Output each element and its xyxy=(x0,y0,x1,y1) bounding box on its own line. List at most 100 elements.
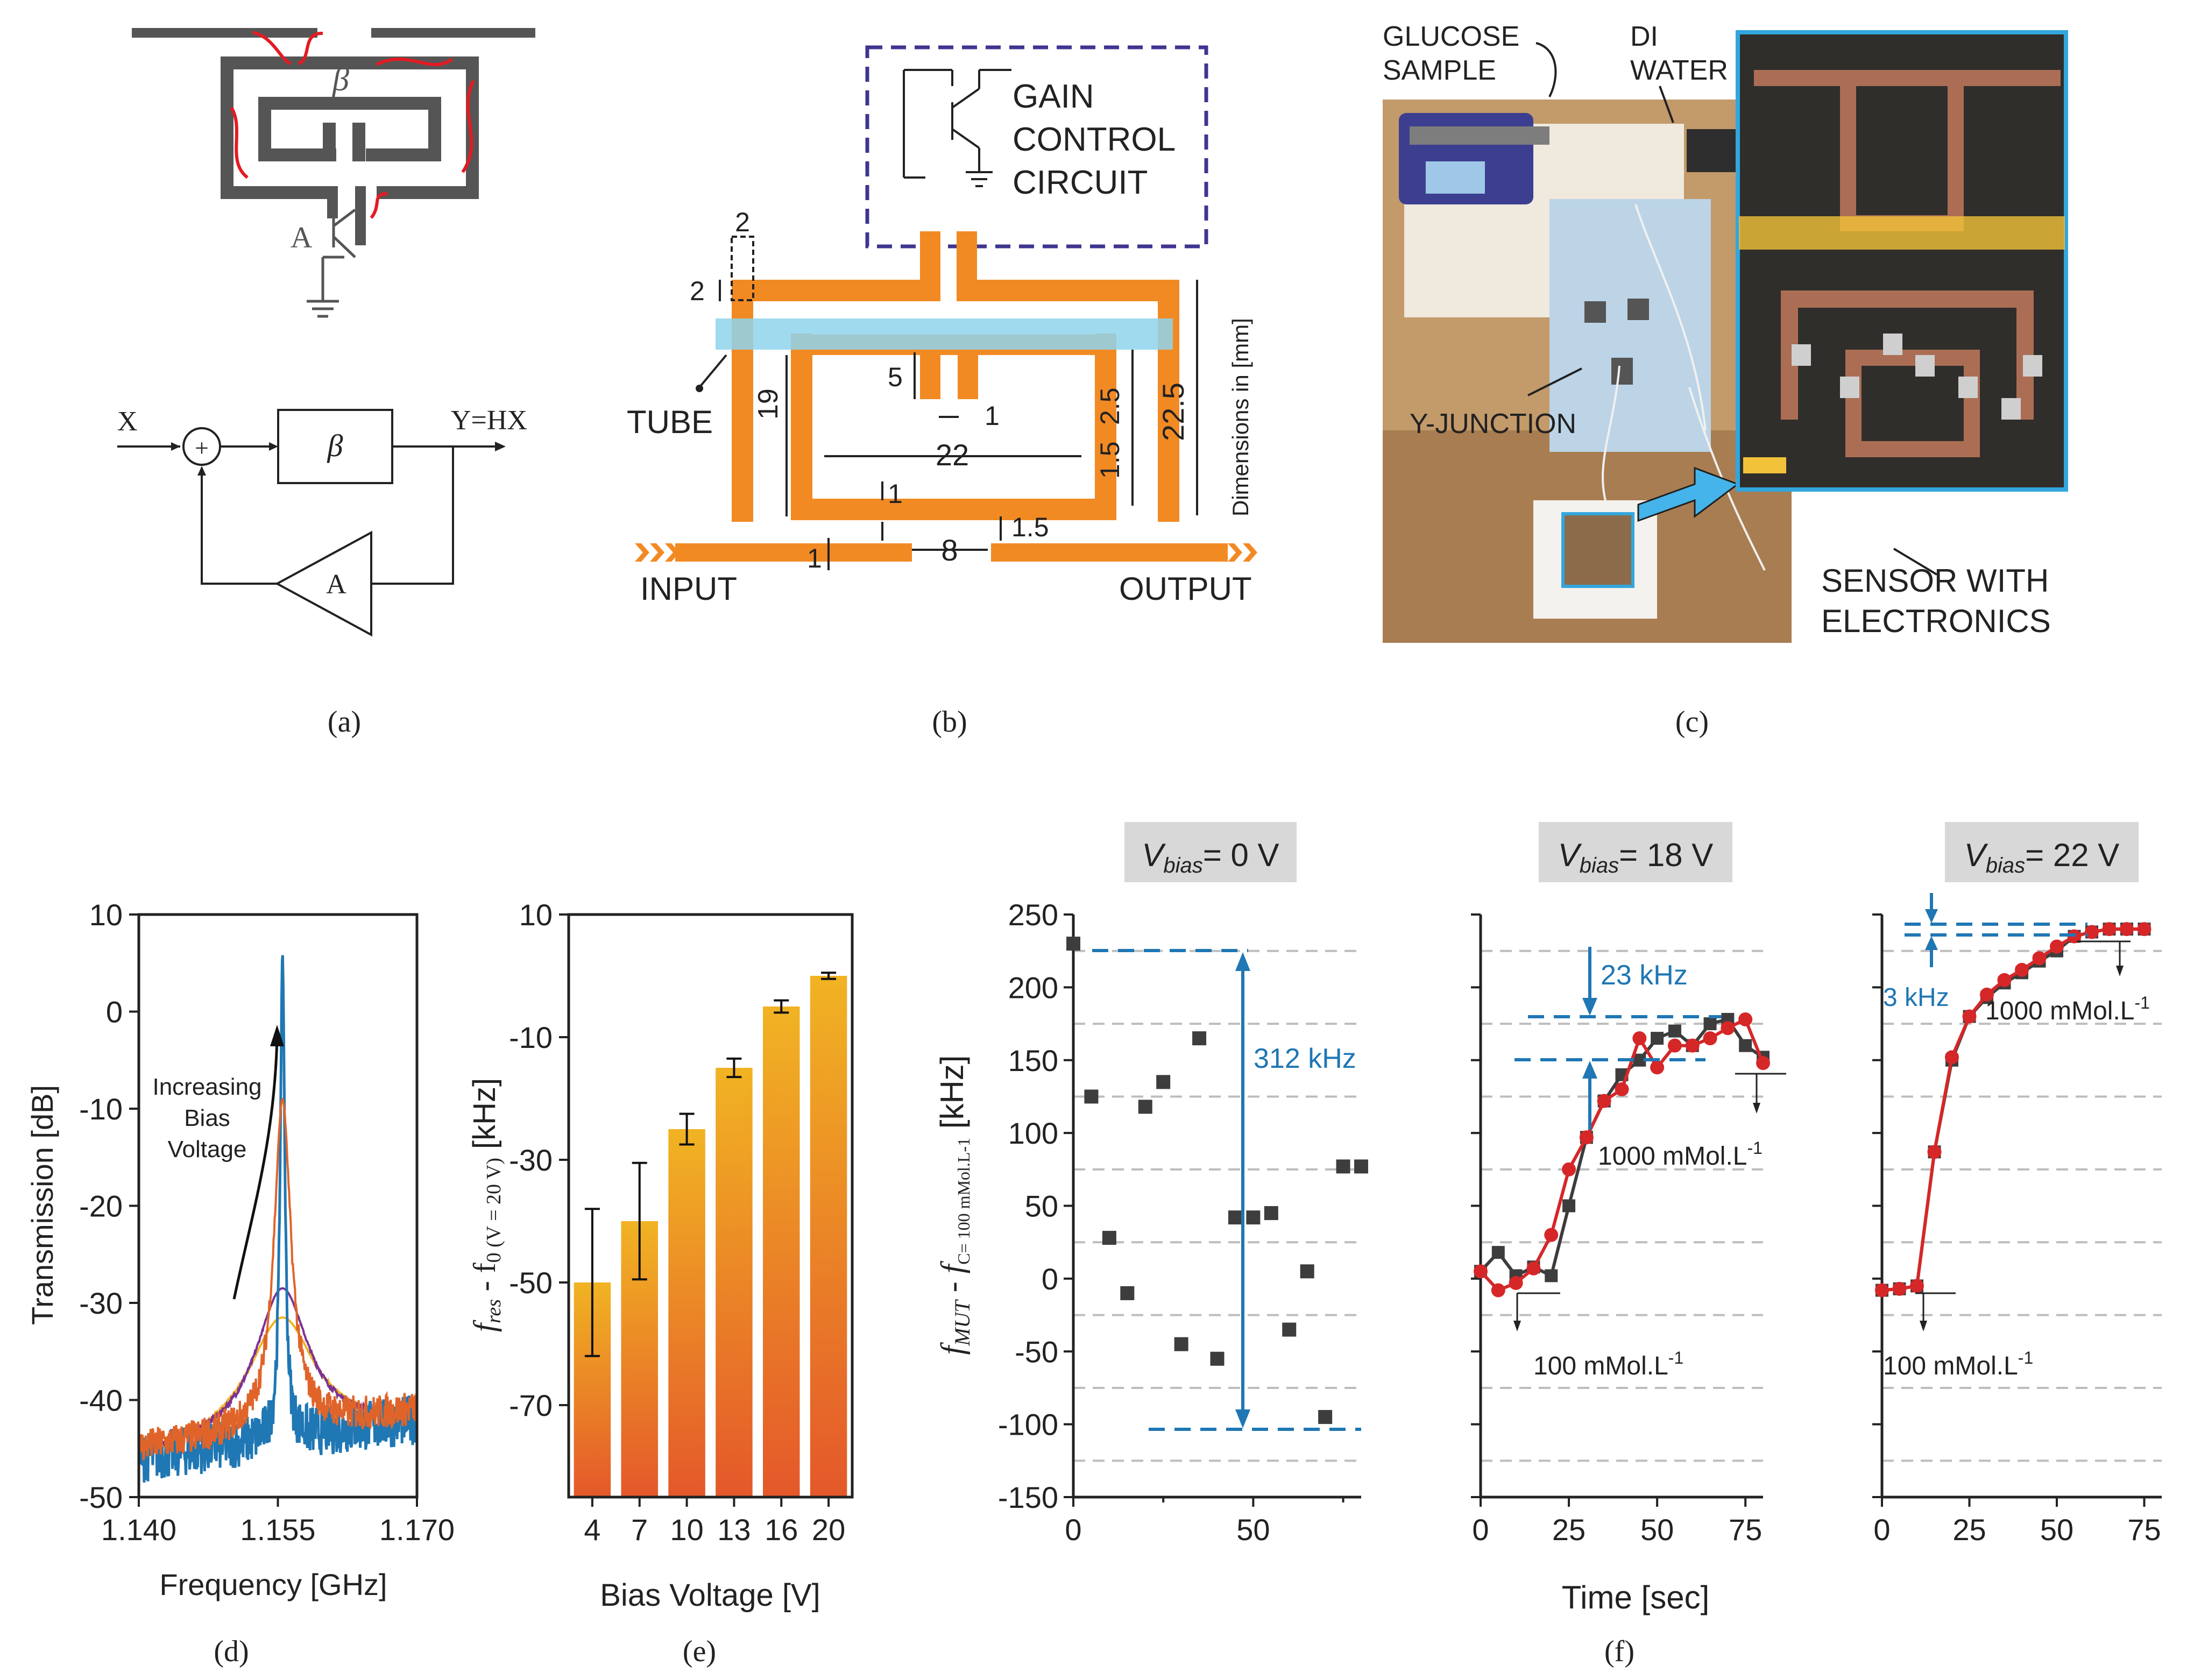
panel-e-bias-bar-chart: 4 7 10 13 16 20 10 -10 -30 -50 -70 Bias Voltage [V… xyxy=(467,898,854,1668)
glucose-point-square xyxy=(1084,1089,1099,1104)
glucose-point-square xyxy=(1174,1337,1188,1351)
zoom-inset xyxy=(1736,30,2068,492)
bias-xtick-label: 16 xyxy=(765,1513,798,1547)
bias-xtick-label: 10 xyxy=(670,1513,703,1547)
panel-b-label: (b) xyxy=(932,705,967,739)
glucose-point-circle xyxy=(1474,1264,1488,1279)
glucose-point-square xyxy=(1102,1231,1116,1245)
transmission-xtick-label: 1.155 xyxy=(240,1513,315,1547)
glucose-ylabel: fMUT - fC= 100 mMol.L-1 [kHz] xyxy=(934,1055,974,1355)
f1-title-box xyxy=(1124,822,1297,882)
block-input-x: X xyxy=(117,406,138,437)
glucose-point-square xyxy=(1668,1024,1681,1038)
glucose-point-circle xyxy=(1526,1261,1541,1275)
bias-ytick-label: 10 xyxy=(519,898,553,932)
glucose-point-circle xyxy=(1491,1283,1505,1298)
ann-312-khz: 312 kHz xyxy=(1254,1043,1356,1074)
dim-1-5-vert: 1.5 xyxy=(1095,441,1125,479)
glucose-ytick-label: -50 xyxy=(1015,1335,1058,1369)
summing-plus: + xyxy=(195,434,209,462)
glucose-point-circle xyxy=(1997,973,2012,987)
dim-5: 5 xyxy=(888,362,903,392)
glucose-point-circle xyxy=(1579,1130,1594,1145)
glucose-point-circle xyxy=(1756,1056,1770,1071)
feed-line-right xyxy=(371,28,535,38)
glucose-point-circle xyxy=(2085,925,2099,939)
glucose-xlabel: Time [sec] xyxy=(1562,1579,1709,1615)
gain-control-box xyxy=(865,45,1208,249)
label-sensor-line-1: SENSOR WITH xyxy=(1821,563,2049,599)
ring-tail-left xyxy=(327,186,338,218)
tube-sample-1 xyxy=(1584,301,1606,323)
glucose-point-square xyxy=(1156,1075,1171,1089)
bias-bar xyxy=(668,1129,705,1497)
transmission-ytick-label: -20 xyxy=(79,1189,123,1223)
glucose-point-circle xyxy=(1667,1038,1682,1053)
bias-xtick-label: 7 xyxy=(631,1513,648,1547)
f2-title-box xyxy=(1539,822,1732,882)
glucose-ylabel-sub: MUT xyxy=(950,1299,974,1346)
glucose-point-square xyxy=(1545,1269,1558,1282)
label-sensor-line-2: ELECTRONICS xyxy=(1821,603,2051,639)
glucose-point-circle xyxy=(1597,1094,1611,1108)
glucose-point-circle xyxy=(1738,1012,1753,1026)
glucose-point-circle xyxy=(2102,922,2117,937)
bias-bar xyxy=(810,976,847,1497)
glucose-point-circle xyxy=(1980,987,1994,1002)
f2-title-val: = 18 V xyxy=(1619,837,1713,873)
transmission-ytick-label: -10 xyxy=(79,1092,123,1126)
block-output: Y=HX xyxy=(451,405,527,436)
glucose-xtick-label: 25 xyxy=(1952,1513,1986,1547)
tube-sample-2 xyxy=(1627,299,1649,320)
f3-ann-100: 100 mMol.L-1 xyxy=(1883,1348,2033,1380)
transmission-xlabel: Frequency [GHz] xyxy=(159,1568,387,1601)
foam-board xyxy=(1549,199,1711,452)
glucose-point-square xyxy=(1739,1039,1752,1052)
bias-ytick-label: -70 xyxy=(509,1388,553,1422)
glucose-point-square xyxy=(1138,1100,1152,1114)
gain-box-line-3: CIRCUIT xyxy=(1013,164,1148,201)
tube-band xyxy=(716,318,1173,350)
f3-ann-100-exp: -1 xyxy=(2018,1348,2033,1367)
f3-title-box xyxy=(1945,822,2139,882)
panel-a-resonator-schematic: β A X + β Y=HX xyxy=(117,28,535,739)
transmission-axes: 1.140 1.155 1.170 10 0 -10 -20 -30 -40 -50 xyxy=(79,898,455,1547)
f3-ann-1000-text: 1000 mMol.L xyxy=(1985,997,2134,1025)
f3-ann-1000: 1000 mMol.L-1 xyxy=(1985,993,2150,1025)
f1-title-var: V xyxy=(1142,837,1166,873)
glucose-point-square xyxy=(1318,1410,1333,1424)
glucose-xtick-label: 25 xyxy=(1552,1513,1586,1547)
glucose-xtick-label: 0 xyxy=(1472,1513,1489,1547)
glucose-point-circle xyxy=(1892,1281,1907,1296)
glucose-point-square xyxy=(1210,1351,1225,1366)
f3-ann-100-text: 100 mMol.L xyxy=(1883,1352,2018,1380)
bias-ylabel-minus-f: - f xyxy=(467,1263,502,1299)
f3-level-markers xyxy=(1915,940,2131,1323)
f2-ann-1000-exp: -1 xyxy=(1747,1138,1762,1158)
f2-annotations xyxy=(1514,947,1722,1130)
bias-xtick-label: 20 xyxy=(812,1513,845,1547)
glucose-point-circle xyxy=(1544,1228,1559,1242)
inset-components xyxy=(1792,334,2042,420)
panel-a-label: (a) xyxy=(328,705,361,739)
f2-ann-100: 100 mMol.L-1 xyxy=(1533,1348,1683,1380)
glucose-point-circle xyxy=(1875,1283,1889,1298)
glucose-point-square xyxy=(1120,1286,1135,1300)
glucose-ylabel-unit: [kHz] xyxy=(934,1055,970,1138)
increasing-bias-line-3: Voltage xyxy=(168,1136,247,1162)
f2-title-var: V xyxy=(1558,837,1582,873)
bias-xtick-label: 13 xyxy=(717,1513,751,1547)
dim-1-feed: 1 xyxy=(807,543,822,573)
glucose-point-circle xyxy=(1721,1021,1735,1036)
glucose-point-circle xyxy=(1650,1060,1665,1075)
f1-annotations xyxy=(1092,949,1361,1431)
glucose-xtick-label: 75 xyxy=(1729,1513,1762,1547)
panel-b-sensor-layout: GAIN CONTROL CIRCUIT xyxy=(627,45,1257,739)
glucose-plot-1: -150 -100 -50 0 50 100 150 200 250 0 50 xyxy=(998,898,1368,1547)
transmission-ytick-label: -40 xyxy=(79,1384,123,1417)
inner-gap-stub-right xyxy=(352,123,365,161)
f3-title-sub: bias xyxy=(1986,854,2025,877)
f1-title-sub: bias xyxy=(1163,854,1202,877)
bias-xtick-label: 4 xyxy=(584,1513,600,1547)
